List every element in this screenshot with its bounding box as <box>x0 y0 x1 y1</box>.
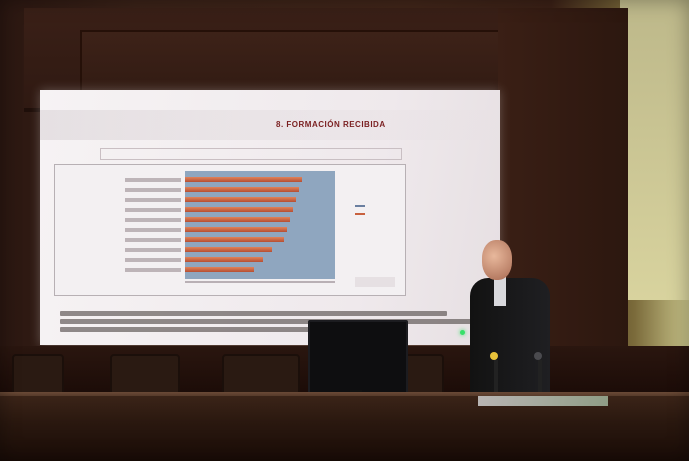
microphone-stand <box>538 360 542 396</box>
suit-jacket <box>470 278 550 400</box>
speaker-person <box>470 240 550 400</box>
right-wall <box>620 0 689 300</box>
slide-bar <box>185 237 284 242</box>
x-axis <box>185 281 335 283</box>
slide-category-label <box>125 248 181 252</box>
slide-title: 8. FORMACIÓN RECIBIDA <box>276 120 386 129</box>
slide-category-label <box>125 218 181 222</box>
slide-bar <box>185 247 272 252</box>
microphone-yellow <box>490 352 498 360</box>
slide-category-label <box>125 268 181 272</box>
slide-category-label <box>125 208 181 212</box>
microphone-gray <box>534 352 542 360</box>
microphone-indicator-light <box>460 330 465 335</box>
slide-category-label <box>125 228 181 232</box>
slide-category-label <box>125 238 181 242</box>
slide-caption <box>60 308 490 338</box>
legend-marker-2 <box>355 213 365 215</box>
caption-line <box>60 319 473 324</box>
bar-plot-area <box>185 171 335 279</box>
caption-line <box>60 311 447 316</box>
wooden-desk <box>0 396 689 461</box>
slide-bar <box>185 207 293 212</box>
microphone-stand <box>494 360 498 396</box>
shirt <box>494 276 506 306</box>
head <box>482 240 512 280</box>
slide-category-label <box>125 198 181 202</box>
slide-category-label <box>125 178 181 182</box>
papers-on-desk <box>478 396 608 406</box>
slide-bar <box>185 177 302 182</box>
slide-bar <box>185 197 296 202</box>
slide-header-band <box>40 110 500 140</box>
chart-box <box>54 164 406 296</box>
projection-screen: 8. FORMACIÓN RECIBIDA <box>40 90 500 345</box>
caption-line <box>60 327 404 332</box>
slide-category-label <box>125 258 181 262</box>
slide-bar <box>185 187 299 192</box>
legend-marker-1 <box>355 205 365 207</box>
slide-bar <box>185 217 290 222</box>
chart-title-box <box>100 148 402 160</box>
slide-bar <box>185 267 254 272</box>
chair <box>222 354 300 398</box>
chart-note <box>355 277 395 287</box>
slide-category-label <box>125 188 181 192</box>
slide-bar <box>185 227 287 232</box>
slide-bar <box>185 257 263 262</box>
desk-monitor <box>308 320 408 396</box>
chair <box>110 354 180 398</box>
